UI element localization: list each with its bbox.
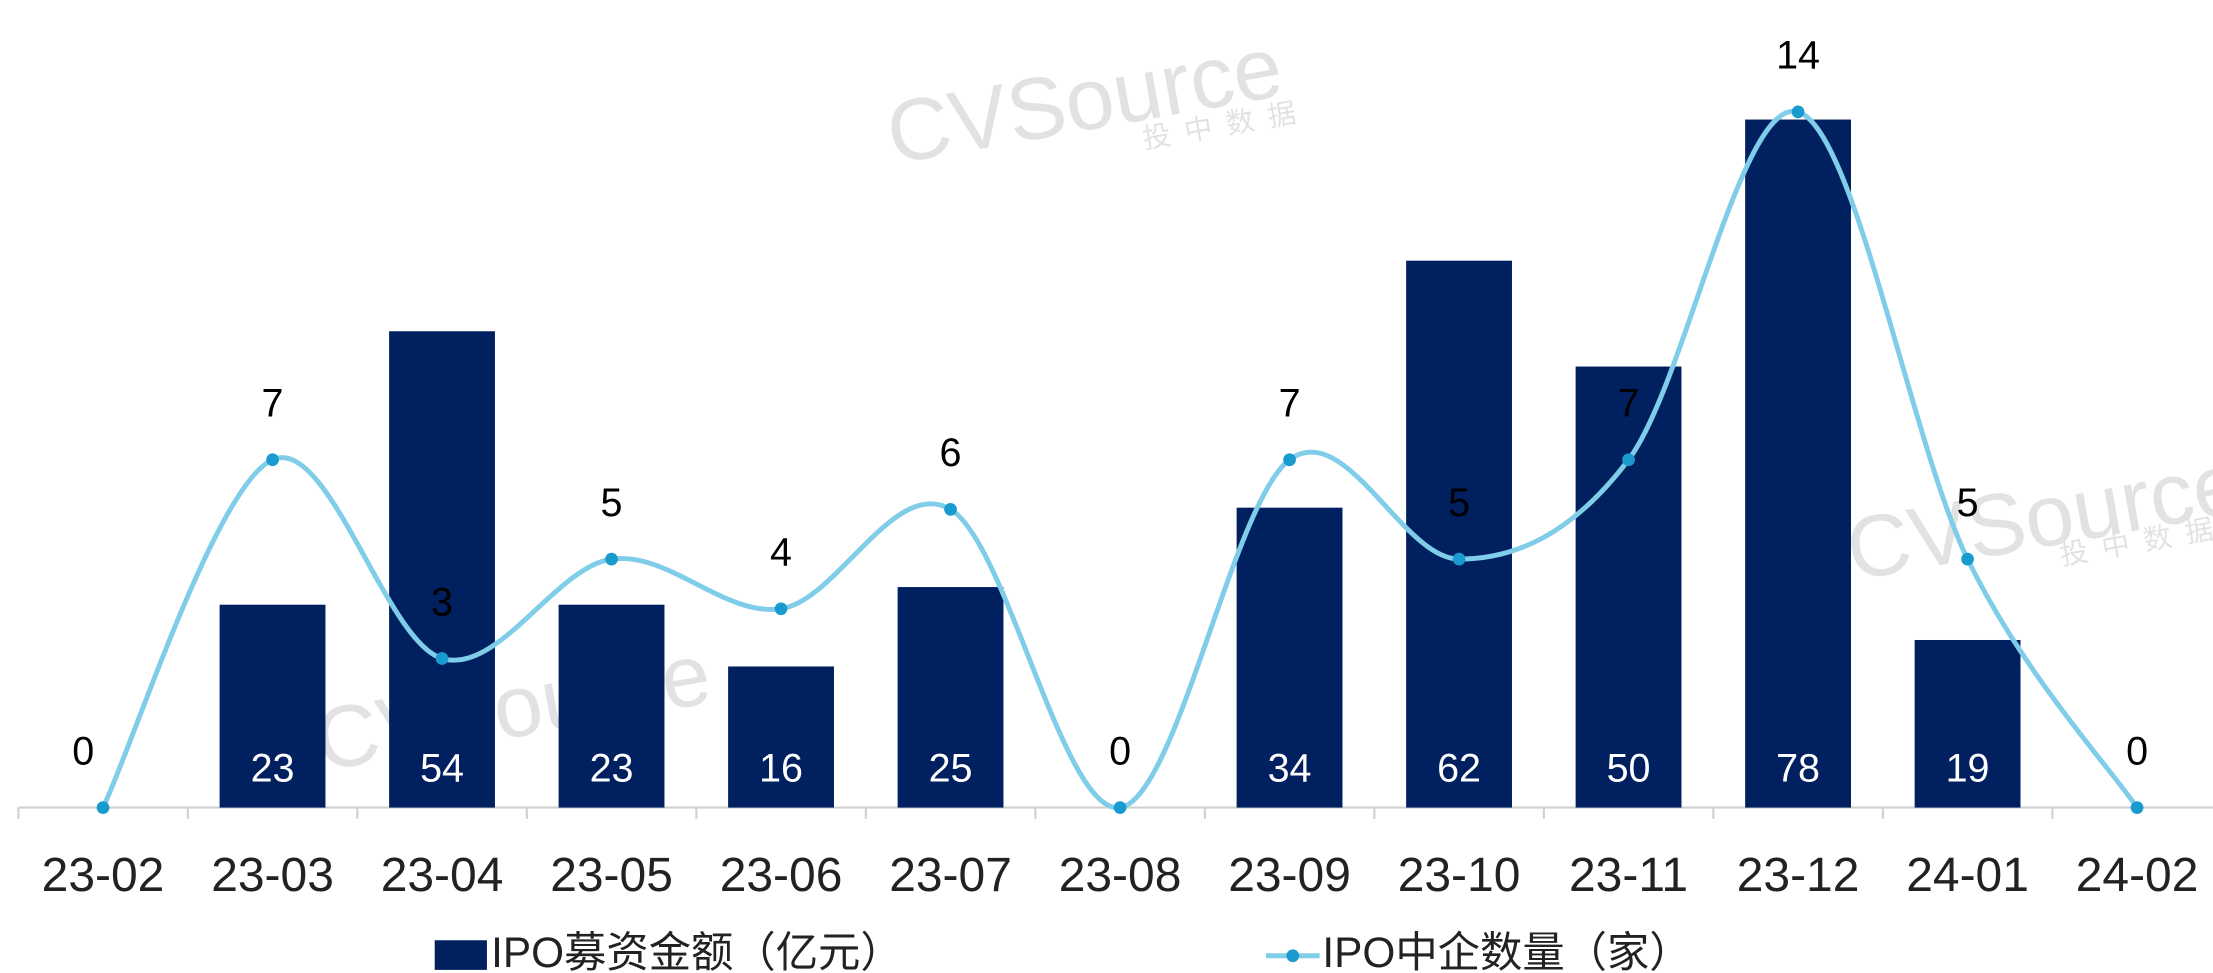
bar [219,604,326,808]
line-value-label: 5 [1448,481,1470,525]
bar [1914,639,2021,808]
bar-value-label: 23 [590,746,634,790]
line-marker [1113,801,1127,814]
line-value-label: 5 [1957,481,1979,525]
line-value-label: 3 [431,580,453,624]
line-value-label: 14 [1776,34,1820,78]
line-marker [605,552,618,566]
line-value-label: 6 [940,431,962,475]
legend-label: IPO中企数量（家） [1322,929,1691,973]
line [100,108,2140,811]
line-value-label: 7 [262,382,284,426]
x-tick-label: 23-04 [381,849,504,902]
x-tick-label: 23-06 [720,849,843,902]
x-tick-label: 23-12 [1737,849,1860,902]
line-marker [1452,552,1466,566]
x-tick-label: 23-03 [211,849,334,902]
bar [389,331,495,808]
line-marker [2130,801,2144,814]
bar [1236,507,1343,808]
x-tick-label: 23-10 [1398,849,1521,902]
line-value-label: 4 [770,531,792,575]
line-marker [944,503,957,516]
line-value-label: 7 [1279,382,1301,426]
x-tick-label: 23-07 [889,849,1012,902]
x-tick-label: 23-11 [1569,849,1688,902]
bar-value-label: 19 [1946,746,1990,790]
line-marker [1622,453,1635,467]
bar-value-label: 50 [1607,746,1651,790]
bar-value-label: 23 [251,746,295,790]
x-tick-label: 23-09 [1228,849,1351,902]
line-value-label: 0 [72,729,94,773]
x-tick-label: 24-01 [1906,849,2029,902]
line-value-label: 0 [1109,729,1131,773]
line-marker [266,453,279,467]
bar [558,604,665,808]
line-marker [1791,105,1805,119]
bar [1745,119,1851,808]
x-tick-label: 24-02 [2076,849,2199,902]
watermark: CVSource [1839,433,2213,599]
line-marker [1961,552,1974,566]
legend-label: IPO募资金额（亿元） [491,929,903,973]
line-marker [435,652,449,665]
line-marker [774,602,788,616]
bar [1406,260,1512,808]
bar-value-label: 16 [759,746,803,790]
line-marker [1283,453,1296,467]
legend-swatch [434,940,487,970]
legend-marker [1286,949,1300,963]
x-tick-label: 23-08 [1059,849,1182,902]
watermark: CVSource [879,17,1289,183]
bar-value-label: 34 [1268,746,1312,790]
line-value-label: 5 [601,481,623,525]
bar [728,666,834,808]
bar [1575,366,1682,808]
bar-value-label: 62 [1437,746,1481,790]
bar-value-label: 25 [929,746,973,790]
bar-value-label: 78 [1776,746,1820,790]
bar [897,587,1004,808]
line-value-label: 0 [2126,729,2148,773]
x-tick-label: 23-02 [42,849,165,902]
line-value-label: 7 [1618,382,1640,426]
x-tick-label: 23-05 [550,849,673,902]
line-marker [96,801,110,814]
bar-value-label: 54 [420,746,464,790]
